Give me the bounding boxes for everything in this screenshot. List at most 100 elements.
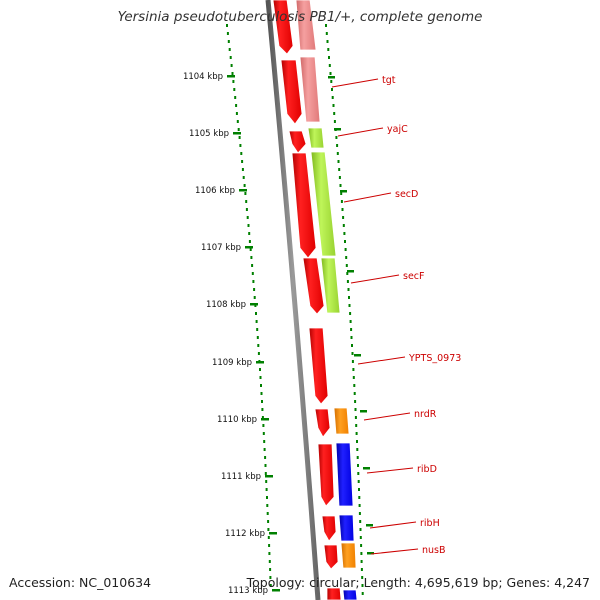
track-dot xyxy=(233,88,236,91)
gene-label-nrdr[interactable]: nrdR xyxy=(414,409,437,420)
gene-tick-mark xyxy=(366,524,373,527)
track-dot xyxy=(245,208,248,211)
track-dot xyxy=(328,56,330,59)
gene-arrow-red xyxy=(288,130,307,154)
gene-tick-mark xyxy=(328,76,335,79)
track-dot xyxy=(237,128,240,131)
gene-label-ribh[interactable]: ribH xyxy=(420,518,440,529)
scale-tick-label: 1105 kbp xyxy=(189,129,229,139)
scale-tick-label: 1111 kbp xyxy=(221,472,261,482)
track-dot xyxy=(226,32,229,35)
track-dot xyxy=(357,472,360,475)
gene-block-green xyxy=(307,127,325,149)
track-dot xyxy=(268,552,271,555)
track-dot xyxy=(352,376,355,379)
scale-tick-label: 1108 kbp xyxy=(206,300,246,310)
gene-arrow-red xyxy=(317,443,335,507)
track-dot xyxy=(249,248,252,251)
gene-label-yajc[interactable]: yajC xyxy=(387,124,408,135)
track-dot xyxy=(269,576,272,579)
track-dot xyxy=(355,432,358,435)
gene-leader-line xyxy=(369,521,417,529)
track-dot xyxy=(342,216,345,219)
track-dot xyxy=(360,568,363,571)
gene-tick-mark xyxy=(367,552,374,555)
track-dot xyxy=(256,336,259,339)
track-dot xyxy=(325,24,327,27)
genome-title: Yersinia pseudotuberculosis PB1/+, compl… xyxy=(117,9,483,25)
track-dot xyxy=(328,64,331,67)
track-dot xyxy=(230,64,233,67)
track-dot xyxy=(266,512,269,515)
track-dot xyxy=(329,72,332,75)
track-dot xyxy=(257,352,260,355)
track-dot xyxy=(337,160,340,163)
scale-tick-mark xyxy=(269,532,277,535)
track-dot xyxy=(234,96,237,99)
left-dotted-track xyxy=(226,24,272,587)
track-dot xyxy=(354,400,357,403)
track-dot xyxy=(263,440,266,443)
track-dot xyxy=(231,72,234,75)
track-dot xyxy=(265,488,268,491)
gene-block-orange xyxy=(333,407,350,435)
track-dot xyxy=(247,224,250,227)
track-dot xyxy=(241,160,244,163)
track-dot xyxy=(355,424,358,427)
track-dot xyxy=(331,96,334,99)
genome-backbone xyxy=(265,0,321,600)
gene-label-ribd[interactable]: ribD xyxy=(417,464,437,475)
gene-leader-line xyxy=(370,548,419,555)
track-dot xyxy=(266,504,269,507)
scale-tick-mark xyxy=(256,361,264,364)
gene-tick-mark xyxy=(347,270,354,273)
track-dot xyxy=(332,104,335,107)
gene-tick-mark xyxy=(363,467,370,470)
track-dot xyxy=(267,520,270,523)
scale-tick-mark xyxy=(227,75,235,78)
gene-arrow-red xyxy=(308,327,329,405)
track-dot xyxy=(261,400,263,403)
track-dot xyxy=(344,240,346,243)
track-dot xyxy=(340,192,343,195)
track-dot xyxy=(257,344,260,347)
track-dot xyxy=(253,288,256,291)
scale-tick-label: 1107 kbp xyxy=(201,243,241,253)
track-dot xyxy=(250,256,253,259)
gene-label-nusb[interactable]: nusB xyxy=(422,545,446,556)
track-dot xyxy=(346,272,349,275)
gene-label-ypts_0973[interactable]: YPTS_0973 xyxy=(408,353,461,364)
track-dot xyxy=(361,576,364,579)
scale-tick-label: 1104 kbp xyxy=(183,72,223,82)
track-dot xyxy=(330,80,333,83)
track-dot xyxy=(241,168,244,171)
track-dot xyxy=(248,240,251,243)
track-dot xyxy=(333,120,336,123)
gene-leader-line xyxy=(343,192,392,203)
gene-block-blue xyxy=(342,589,358,600)
track-dot xyxy=(333,112,336,115)
track-dot xyxy=(348,304,351,307)
gene-arrow-red xyxy=(272,0,294,55)
genome-summary: Topology: circular; Length: 4,695,619 bp… xyxy=(246,575,590,590)
track-dot xyxy=(229,56,232,59)
scale-tick-label: 1109 kbp xyxy=(212,358,252,368)
track-dot xyxy=(344,248,347,251)
gene-label-secf[interactable]: secF xyxy=(403,271,424,282)
track-dot xyxy=(240,152,243,155)
gene-leader-line xyxy=(331,78,379,88)
track-dot xyxy=(336,144,339,147)
track-dot xyxy=(356,448,359,451)
gene-block-pink xyxy=(295,0,317,51)
gene-label-tgt[interactable]: tgt xyxy=(382,75,396,86)
track-dot xyxy=(352,368,355,371)
scale-tick-mark xyxy=(265,475,273,478)
track-dot xyxy=(238,136,241,139)
track-dot xyxy=(262,424,265,427)
gene-label-secd[interactable]: secD xyxy=(395,189,418,200)
scale-ticks: 1104 kbp 1105 kbp 1106 kbp 1107 kbp 1108 kbp… xyxy=(183,72,280,596)
track-dot xyxy=(253,296,256,299)
gene-leader-line xyxy=(363,412,411,421)
track-dot xyxy=(349,320,352,323)
track-dot xyxy=(340,200,343,203)
